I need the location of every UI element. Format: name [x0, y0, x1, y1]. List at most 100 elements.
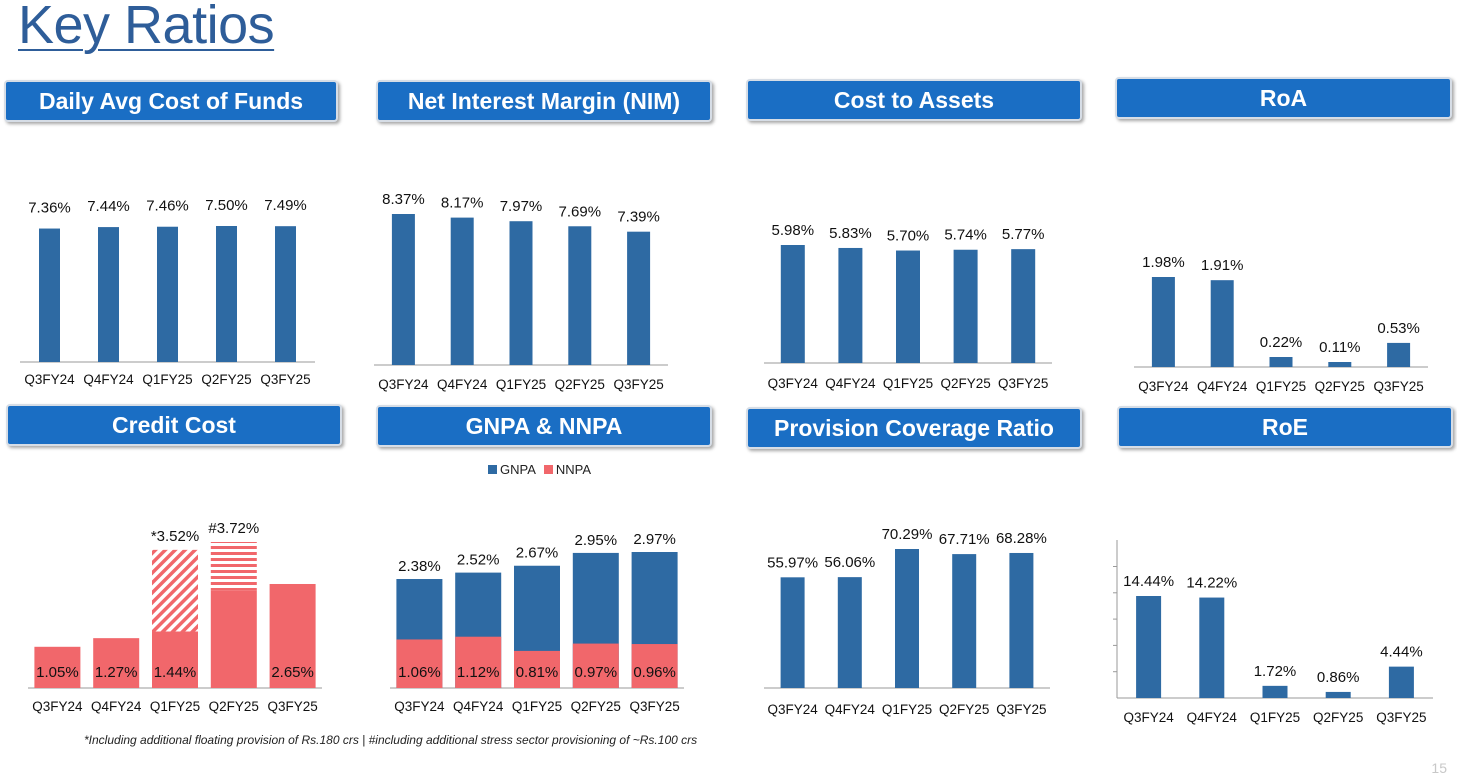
- chart-credit-x-tick-label: Q2FY25: [209, 699, 259, 714]
- chart-npa-nnpa-data-label: 1.12%: [457, 664, 500, 681]
- chart-roa-bar: [1387, 342, 1411, 367]
- chart-nim-bar: [450, 217, 474, 365]
- chart-roe-x-tick-label: Q4FY24: [1187, 710, 1238, 725]
- footnote: *Including additional floating provision…: [84, 733, 698, 747]
- chart-pcr-x-tick-label: Q3FY25: [996, 702, 1046, 717]
- header-credit-cost: Credit Cost: [6, 404, 342, 446]
- chart-nim-x-tick-label: Q4FY24: [437, 377, 488, 392]
- legend-swatch-nnpa: [543, 465, 553, 474]
- chart-cta-bar: [780, 245, 805, 363]
- chart-nim-x-tick-label: Q1FY25: [496, 377, 546, 392]
- chart-roe-x-tick-label: Q3FY25: [1376, 710, 1426, 725]
- chart-credit-bar: [210, 590, 257, 688]
- chart-cta-x-tick-label: Q3FY25: [998, 376, 1048, 391]
- chart-pcr-x-tick-label: Q3FY24: [767, 702, 818, 717]
- chart-cof-x-tick-label: Q4FY24: [83, 372, 134, 387]
- chart-npa-nnpa-data-label: 1.06%: [398, 664, 441, 681]
- chart-roe-data-label: 0.86%: [1317, 669, 1360, 686]
- chart-cof-data-label: 7.49%: [264, 197, 307, 214]
- chart-pcr-data-label: 55.97%: [767, 554, 818, 571]
- chart-roa-bar: [1210, 280, 1234, 367]
- chart-nim-bar: [627, 231, 651, 365]
- chart-credit-bar: [152, 631, 198, 688]
- chart-npa-nnpa-bar: [455, 636, 502, 688]
- header-gnpa-nnpa: GNPA & NNPA: [376, 405, 712, 447]
- chart-cof-x-tick-label: Q2FY25: [201, 372, 251, 387]
- chart-roa-data-label: 1.98%: [1142, 254, 1185, 271]
- chart-roe-x-tick-label: Q2FY25: [1313, 710, 1363, 725]
- chart-nim-x-tick-label: Q3FY24: [378, 377, 429, 392]
- chart-roe-data-label: 14.22%: [1186, 575, 1237, 592]
- chart-cta-x-tick-label: Q4FY24: [825, 376, 876, 391]
- chart-cof-data-label: 7.44%: [87, 198, 130, 215]
- chart-cof-data-label: 7.36%: [28, 200, 71, 217]
- chart-roe-data-label: 4.44%: [1380, 644, 1423, 661]
- chart-roa-x-tick-label: Q4FY24: [1197, 379, 1248, 394]
- chart-npa-nnpa-data-label: 0.97%: [575, 664, 618, 681]
- chart-npa-gnpa-data-label: 2.52%: [457, 552, 500, 569]
- chart-nim-x-tick-label: Q3FY25: [613, 377, 663, 392]
- chart-nim-data-label: 8.17%: [441, 195, 484, 212]
- chart-npa-nnpa-data-label: 0.96%: [633, 664, 676, 681]
- chart-nim-bar: [568, 226, 592, 365]
- chart-roa-data-label: 0.11%: [1319, 339, 1360, 356]
- chart-cof-x-tick-label: Q1FY25: [142, 372, 192, 387]
- chart-npa-nnpa-bar: [631, 644, 678, 688]
- chart-credit-data-label: 1.27%: [95, 664, 138, 681]
- chart-cof-data-label: 7.46%: [146, 198, 189, 215]
- chart-cta-bar: [1011, 249, 1036, 363]
- chart-npa-x-tick-label: Q4FY24: [453, 699, 504, 714]
- chart-roa-bar: [1269, 357, 1293, 367]
- chart-nim-data-label: 7.69%: [559, 203, 602, 220]
- chart-credit-additional-provision-bar: [210, 542, 257, 591]
- chart-npa-gnpa-data-label: 2.97%: [633, 531, 676, 548]
- chart-cta-data-label: 5.70%: [887, 228, 930, 245]
- chart-npa-x-tick-label: Q1FY25: [512, 699, 562, 714]
- chart-npa-nnpa-bar: [514, 650, 560, 688]
- chart-cta-data-label: 5.77%: [1002, 226, 1045, 243]
- chart-credit-data-label: 1.05%: [36, 664, 79, 681]
- legend-item-nnpa: NNPA: [543, 462, 591, 477]
- chart-roe-bar: [1388, 666, 1414, 698]
- chart-roe-x-tick-label: Q1FY25: [1250, 710, 1300, 725]
- chart-credit-total-label: *3.52%: [151, 528, 199, 545]
- chart-roa-data-label: 0.22%: [1260, 334, 1303, 351]
- chart-roa-x-tick-label: Q1FY25: [1256, 379, 1306, 394]
- chart-nim-data-label: 7.39%: [617, 209, 660, 226]
- chart-npa-nnpa-data-label: 0.81%: [516, 664, 559, 681]
- chart-roe-bar: [1325, 691, 1351, 698]
- chart-pcr-data-label: 56.06%: [824, 554, 875, 571]
- chart-pcr-x-tick-label: Q1FY25: [882, 702, 932, 717]
- chart-credit-x-tick-label: Q3FY24: [32, 699, 83, 714]
- chart-roe-data-label: 1.72%: [1254, 663, 1297, 680]
- chart-cof-bar: [39, 228, 60, 362]
- chart-npa-gnpa-data-label: 2.67%: [516, 545, 559, 562]
- chart-nim-x-tick-label: Q2FY25: [555, 377, 605, 392]
- chart-roe-x-tick-label: Q3FY24: [1123, 710, 1174, 725]
- chart-credit-total-label: #3.72%: [208, 520, 259, 537]
- chart-pcr-data-label: 70.29%: [882, 526, 933, 543]
- chart-cof-bar: [98, 227, 119, 362]
- chart-credit-bar: [93, 638, 140, 688]
- chart-credit-additional-provision-bar: [152, 549, 198, 632]
- chart-pcr-x-tick-label: Q4FY24: [825, 702, 876, 717]
- chart-roe-bar: [1262, 685, 1288, 698]
- chart-cof-data-label: 7.50%: [205, 197, 248, 214]
- chart-roa-bar: [1328, 362, 1352, 367]
- chart-roa-x-tick-label: Q2FY25: [1315, 379, 1365, 394]
- chart-roe-bar: [1199, 597, 1225, 698]
- chart-cta-bar: [896, 250, 920, 363]
- chart-cta-data-label: 5.74%: [944, 227, 987, 244]
- chart-cof-x-tick-label: Q3FY24: [24, 372, 75, 387]
- chart-credit-bar: [269, 583, 316, 688]
- header-net-interest-margin: Net Interest Margin (NIM): [376, 80, 712, 122]
- chart-credit-x-tick-label: Q3FY25: [267, 699, 317, 714]
- chart-pcr-bar: [780, 577, 805, 688]
- chart-pcr-data-label: 67.71%: [939, 531, 990, 548]
- chart-credit-x-tick-label: Q1FY25: [150, 699, 200, 714]
- chart-npa-gnpa-data-label: 2.95%: [575, 532, 618, 549]
- chart-npa-x-tick-label: Q3FY25: [629, 699, 679, 714]
- header-roe: RoE: [1117, 406, 1453, 448]
- page-number: 15: [1431, 760, 1447, 776]
